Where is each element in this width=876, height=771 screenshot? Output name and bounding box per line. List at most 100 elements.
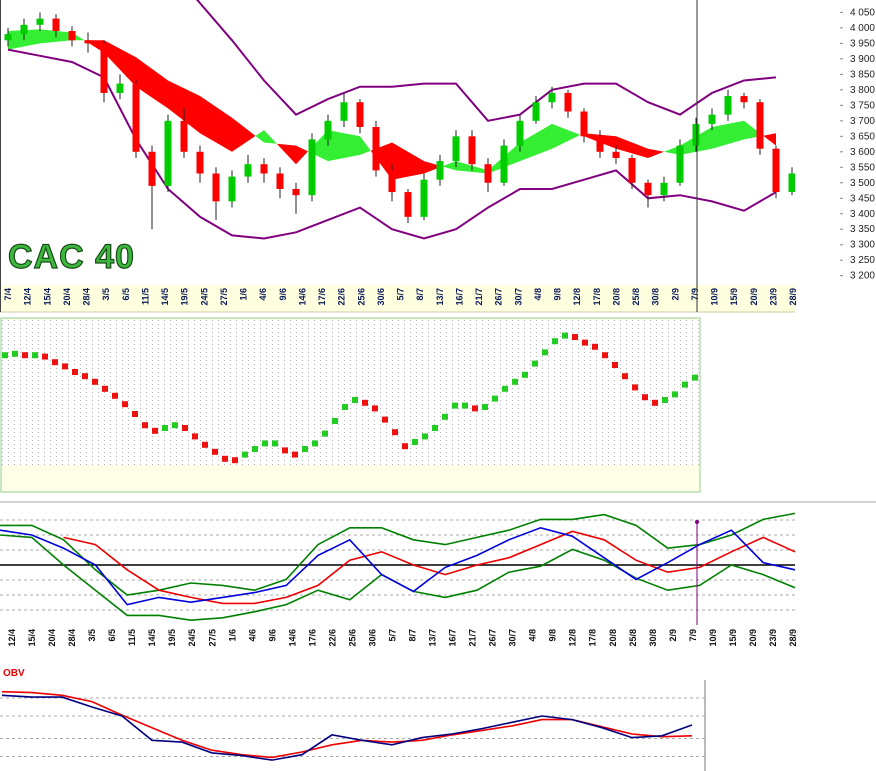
trend-block [462, 402, 468, 409]
cloud [84, 40, 104, 53]
trend-block [182, 425, 188, 431]
x-tick-label: 14/5 [147, 629, 157, 647]
cloud [296, 145, 308, 165]
candle-body [20, 24, 28, 35]
candle-body [340, 102, 348, 121]
candle-body [84, 40, 92, 44]
x-tick-label: 17/8 [588, 629, 598, 647]
x-tick-label: 20/4 [47, 629, 57, 647]
cloud [104, 40, 136, 87]
cloud [392, 142, 424, 180]
trend-block [162, 425, 168, 431]
trend-block [652, 399, 658, 406]
trend-block [662, 397, 668, 403]
x-tick-label: 30/7 [508, 629, 518, 647]
y-tick-label: 3 900 [850, 54, 875, 65]
candle-body [516, 120, 524, 146]
candle-body [644, 182, 652, 196]
candle-body [468, 136, 476, 165]
candle-body [724, 96, 732, 115]
y-tick-label: 3 700 [850, 116, 875, 127]
cloud [616, 136, 648, 158]
x-tick-label: 28/4 [67, 629, 77, 647]
x-tick-label: 30/6 [367, 629, 377, 647]
cloud [264, 130, 277, 144]
trend-block [332, 418, 338, 424]
trend-block [442, 413, 448, 420]
trend-block [42, 353, 48, 360]
trend-block [272, 440, 278, 447]
x-tick-label: 13/7 [428, 629, 438, 647]
trend-block [362, 399, 368, 406]
cloud [442, 161, 456, 171]
trend-block [212, 448, 218, 455]
trend-block [592, 343, 598, 350]
trend-block [432, 425, 438, 431]
trend-block [682, 381, 688, 388]
x-tick-label: 12/4 [7, 629, 17, 647]
x-tick-label: 9/6 [267, 629, 277, 642]
candle-body [548, 92, 556, 103]
candle-body [324, 120, 332, 140]
candle-body [628, 157, 636, 183]
x-tick-label: 27/5 [207, 629, 217, 647]
x-tick-label: 28/4 [82, 288, 92, 306]
y-tick-label: 3 300 [850, 240, 875, 251]
candle-body [596, 136, 604, 152]
x-tick-label: 20/8 [608, 629, 618, 647]
candle-body [36, 18, 44, 25]
x-tick-label: 4/6 [247, 629, 257, 642]
x-tick-label: 7/9 [688, 629, 698, 642]
trend-block [62, 363, 68, 370]
series-line [0, 526, 796, 606]
x-tick-label: 3/5 [87, 629, 97, 642]
x-tick-label: 12/8 [572, 288, 582, 306]
cloud [664, 145, 680, 155]
x-tick-label: 10/9 [708, 629, 718, 647]
obv-title: OBV [3, 668, 25, 679]
x-tick-label: 2/9 [670, 288, 680, 301]
candle-body [532, 102, 540, 121]
candle-body [708, 114, 716, 124]
candle-body [692, 123, 700, 146]
x-tick-label: 23/9 [768, 629, 778, 647]
x-tick-label: 19/5 [180, 288, 190, 306]
trend-block [22, 352, 28, 359]
x-tick-label: 6/5 [121, 288, 131, 301]
x-tick-label: 22/6 [337, 288, 347, 306]
x-tick-label: 16/7 [448, 629, 458, 647]
trend-block [282, 447, 288, 454]
trend-block [322, 430, 328, 437]
cloud [136, 57, 168, 109]
x-tick-label: 14/6 [297, 288, 307, 306]
y-tick-label: 3 950 [850, 38, 875, 49]
candle-body [260, 164, 268, 174]
trend-block [532, 360, 538, 367]
x-tick-label: 17/6 [307, 629, 317, 647]
trend-block [572, 334, 578, 340]
x-tick-label: 20/4 [62, 288, 72, 306]
candle-body [676, 145, 684, 183]
candle-body [132, 83, 140, 152]
x-tick-label: 5/7 [396, 288, 406, 301]
x-tick-label: 23/9 [768, 288, 778, 306]
price-panel [4, 0, 795, 240]
x-tick-label: 15/4 [27, 629, 37, 647]
x-tick-label: 17/8 [592, 288, 602, 306]
date-strip [0, 285, 795, 312]
x-tick-label: 28/9 [788, 629, 798, 647]
y-tick-label: 3 350 [850, 224, 875, 235]
x-tick-label: 25/6 [347, 629, 357, 647]
x-tick-label: 21/7 [468, 629, 478, 647]
cloud [255, 130, 264, 143]
trend-block [502, 385, 508, 392]
trend-block [252, 446, 258, 452]
trend-block [482, 404, 488, 410]
cursor-dot [695, 520, 699, 524]
candle-body [148, 151, 156, 186]
trend-block [112, 392, 118, 399]
candle-body [116, 83, 124, 93]
trend-block [302, 446, 308, 452]
trend-block [132, 411, 138, 417]
trend-block [602, 352, 608, 359]
